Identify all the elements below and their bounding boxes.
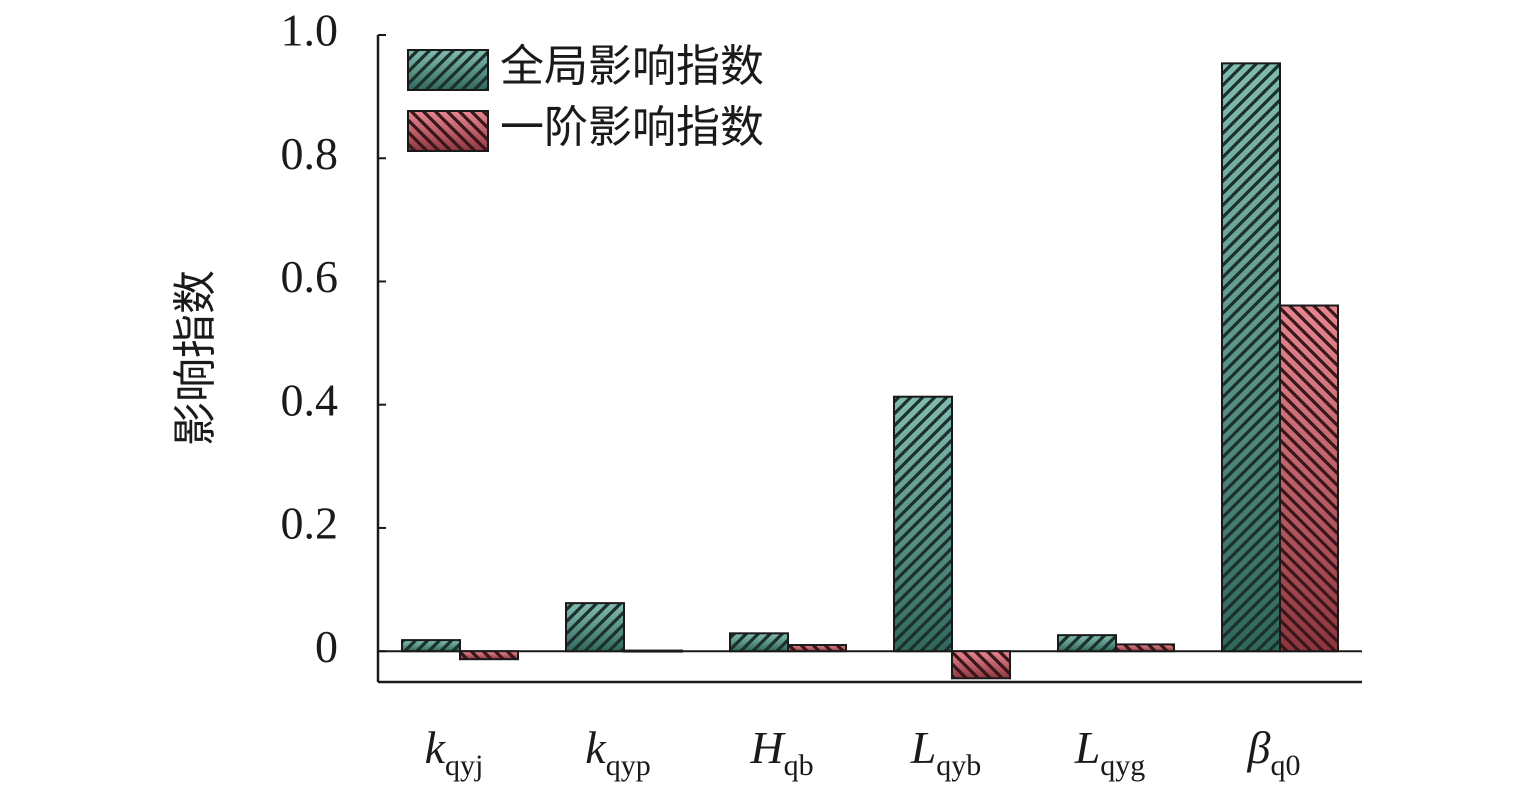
x-tick-label: kqyp bbox=[585, 722, 650, 782]
bar-hatch bbox=[729, 632, 789, 653]
y-tick-label: 0.4 bbox=[281, 374, 339, 425]
bar-hatch bbox=[565, 602, 625, 653]
bar-hatch bbox=[787, 644, 847, 653]
category-subscript: q0 bbox=[1270, 749, 1300, 782]
legend-swatch-hatch bbox=[407, 110, 489, 152]
category-subscript: qb bbox=[784, 749, 814, 782]
x-tick-label: βq0 bbox=[1247, 722, 1301, 782]
category-symbol: k bbox=[585, 722, 607, 773]
category-symbol: β bbox=[1247, 722, 1271, 773]
bar-hatch bbox=[1221, 62, 1281, 653]
y-tick-label: 0.8 bbox=[281, 128, 339, 179]
y-tick-label: 0.6 bbox=[281, 251, 339, 302]
bar-hatch bbox=[623, 649, 683, 653]
legend-swatch-hatch bbox=[407, 49, 489, 91]
x-tick-label: Lqyb bbox=[910, 722, 982, 782]
bar-hatch bbox=[459, 650, 519, 661]
legend-label: 全局影响指数 bbox=[500, 42, 764, 91]
category-subscript: qyb bbox=[936, 749, 981, 782]
category-symbol: L bbox=[910, 722, 937, 773]
y-tick-label: 0 bbox=[315, 621, 338, 672]
category-symbol: L bbox=[1074, 722, 1101, 773]
x-tick-label: Hqb bbox=[749, 722, 813, 782]
category-symbol: H bbox=[749, 722, 786, 773]
category-symbol: k bbox=[425, 722, 447, 773]
bar-hatch bbox=[1115, 643, 1175, 653]
bar-hatch bbox=[951, 650, 1011, 680]
y-tick-label: 1.0 bbox=[281, 5, 339, 56]
bar-hatch bbox=[1279, 304, 1339, 653]
y-tick-label: 0.2 bbox=[281, 498, 339, 549]
bar-hatch bbox=[1057, 634, 1117, 653]
bar-hatch bbox=[401, 639, 461, 653]
legend-label: 一阶影响指数 bbox=[500, 103, 764, 152]
x-tick-label: Lqyg bbox=[1074, 722, 1146, 782]
category-subscript: qyj bbox=[445, 749, 483, 782]
bar-hatch bbox=[893, 395, 953, 653]
y-axis-label: 影响指数 bbox=[171, 270, 220, 446]
x-tick-label: kqyj bbox=[425, 722, 484, 782]
category-subscript: qyp bbox=[606, 749, 651, 782]
category-subscript: qyg bbox=[1100, 749, 1145, 782]
